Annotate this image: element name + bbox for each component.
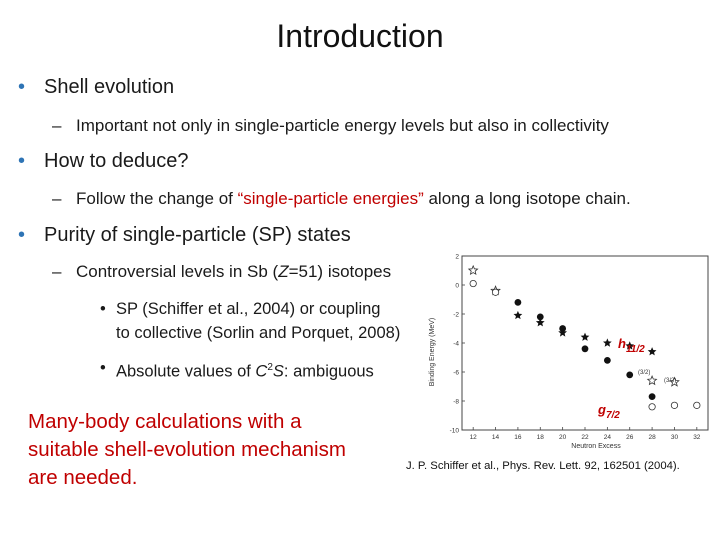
g7-2-open-circle-point xyxy=(670,401,679,409)
highlight-text: “single-particle energies” xyxy=(237,189,424,208)
y-tick-label: -4 xyxy=(453,341,459,348)
text-before: Absolute values of xyxy=(116,362,256,381)
g7-2-open-circle-point xyxy=(693,401,701,409)
g7-2-main: g xyxy=(597,402,606,417)
plot-frame xyxy=(461,255,709,431)
x-tick-label: 30 xyxy=(671,434,679,441)
g7-2-label: g7/2 xyxy=(597,402,620,421)
h11-2-sub: 11/2 xyxy=(626,344,645,355)
bullet-icon: • xyxy=(18,224,26,246)
x-tick-label: 28 xyxy=(648,434,656,441)
h11-2-star-point xyxy=(558,328,568,337)
h11-2-star-point xyxy=(647,347,657,356)
callout-line: Many-body calculations with a xyxy=(28,410,302,433)
y-tick-label: 0 xyxy=(455,283,459,290)
subbullet-collectivity: – Important not only in single-particle e… xyxy=(52,116,609,136)
y-tick-label: -8 xyxy=(453,399,459,406)
x-tick-label: 26 xyxy=(626,434,634,441)
annotation-3-2-a: (3/2) xyxy=(638,370,650,376)
binding-energy-figure: 12 14 16 18 20 22 24 26 28 30 32 2 0 -2 -4 -6 -8 -10 Bind… xyxy=(426,252,716,452)
g7-2-circle-point xyxy=(626,371,634,379)
subsubbullet-line1: SP (Schiffer et al., 2004) or coupling xyxy=(116,300,381,318)
y-tick-label: -2 xyxy=(453,312,459,319)
bullet-text: How to deduce? xyxy=(44,150,189,172)
subbullet-text-before: Controversial levels in Sb ( xyxy=(76,262,279,281)
h11-2-star-point xyxy=(535,318,545,327)
g7-2-open-circle-point xyxy=(469,279,477,288)
g7-2-sub: 7/2 xyxy=(606,410,620,421)
h11-2-star-point xyxy=(625,341,635,350)
bullet-icon: • xyxy=(100,300,106,318)
y-tick-label: 2 xyxy=(455,254,459,261)
g7-2-open-circle-point xyxy=(648,403,656,411)
x-tick-label: 32 xyxy=(693,434,701,441)
bullet-icon: • xyxy=(100,359,106,377)
x-tick-label: 16 xyxy=(514,434,522,441)
dash-icon: – xyxy=(52,116,62,135)
subbullet-text-before: Follow the change of xyxy=(76,189,238,208)
y-tick-label: -6 xyxy=(453,370,459,377)
callout-line: are needed. xyxy=(28,466,138,489)
g7-2-circle-point xyxy=(603,357,611,364)
z-symbol: Z xyxy=(278,262,289,281)
x-tick-label: 18 xyxy=(537,434,545,441)
g7-2-circle-point xyxy=(559,325,567,332)
h11-2-star-point xyxy=(580,332,590,341)
subsubbullet-absolute-values: • Absolute values of C2S: ambiguous xyxy=(100,356,374,384)
x-tick-label: 20 xyxy=(559,434,567,441)
g7-2-circle-point xyxy=(514,299,522,306)
subbullet-isotope-chain: – Follow the change of “single-particle e… xyxy=(52,189,631,209)
subbullet-text-after: along a long isotope chain. xyxy=(423,189,631,208)
bullet-text: Purity of single-particle (SP) states xyxy=(44,224,351,246)
h11-2-open-star-point xyxy=(646,375,658,386)
g7-2-circle-point xyxy=(581,345,589,353)
bullet-icon: • xyxy=(18,76,26,98)
g7-2-circle-point xyxy=(648,393,656,401)
c-symbol: C xyxy=(255,362,268,381)
dash-icon: – xyxy=(52,262,62,281)
h11-2-star-point xyxy=(602,338,612,347)
x-tick-label: 22 xyxy=(581,434,589,441)
page-title: Introduction xyxy=(276,18,444,54)
x-tick-label: 14 xyxy=(492,434,500,441)
superscript: 2 xyxy=(267,362,273,373)
h11-2-star-point xyxy=(513,310,523,320)
callout-line: suitable shell-evolution mechanism xyxy=(28,438,346,461)
g7-2-circle-point xyxy=(536,313,544,321)
bullet-text: Shell evolution xyxy=(44,76,175,98)
y-axis-label: Binding Energy (MeV) xyxy=(429,318,436,386)
subsubbullet-line2: to collective (Sorlin and Porquet, 2008) xyxy=(116,324,401,342)
s-symbol: S xyxy=(272,362,284,381)
bullet-shell-evolution: • Shell evolution xyxy=(18,76,174,99)
citation: J. P. Schiffer et al., Phys. Rev. Lett. … xyxy=(406,460,680,472)
subbullet-text-after: =51) isotopes xyxy=(288,262,392,281)
dash-icon: – xyxy=(52,189,62,208)
subbullet-text: Important not only in single-particle en… xyxy=(76,116,609,135)
subbullet-controversial-levels: – Controversial levels in Sb (Z=51) isoto… xyxy=(52,262,391,282)
x-axis-label: Neutron Excess xyxy=(571,443,621,450)
y-tick-label: -10 xyxy=(450,428,460,435)
text-after: : ambiguous xyxy=(283,362,374,381)
h11-2-label: h11/2 xyxy=(618,336,645,355)
x-tick-label: 24 xyxy=(604,434,612,441)
g7-2-open-circle-point xyxy=(491,288,500,296)
annotation-3-2-b: (3/2) xyxy=(664,378,676,384)
bullet-purity: • Purity of single-particle (SP) states xyxy=(18,224,351,247)
subsubbullet-sp-or-coupling: • SP (Schiffer et al., 2004) or coupling… xyxy=(100,297,401,345)
h11-2-main: h xyxy=(618,336,626,351)
h11-2-open-star-point xyxy=(467,264,479,276)
bullet-how-to-deduce: • How to deduce? xyxy=(18,150,189,173)
callout-text: Many-body calculations with a suitable s… xyxy=(28,408,388,492)
bullet-icon: • xyxy=(18,150,26,172)
h11-2-open-star-point xyxy=(669,376,680,387)
x-tick-label: 12 xyxy=(470,434,478,441)
